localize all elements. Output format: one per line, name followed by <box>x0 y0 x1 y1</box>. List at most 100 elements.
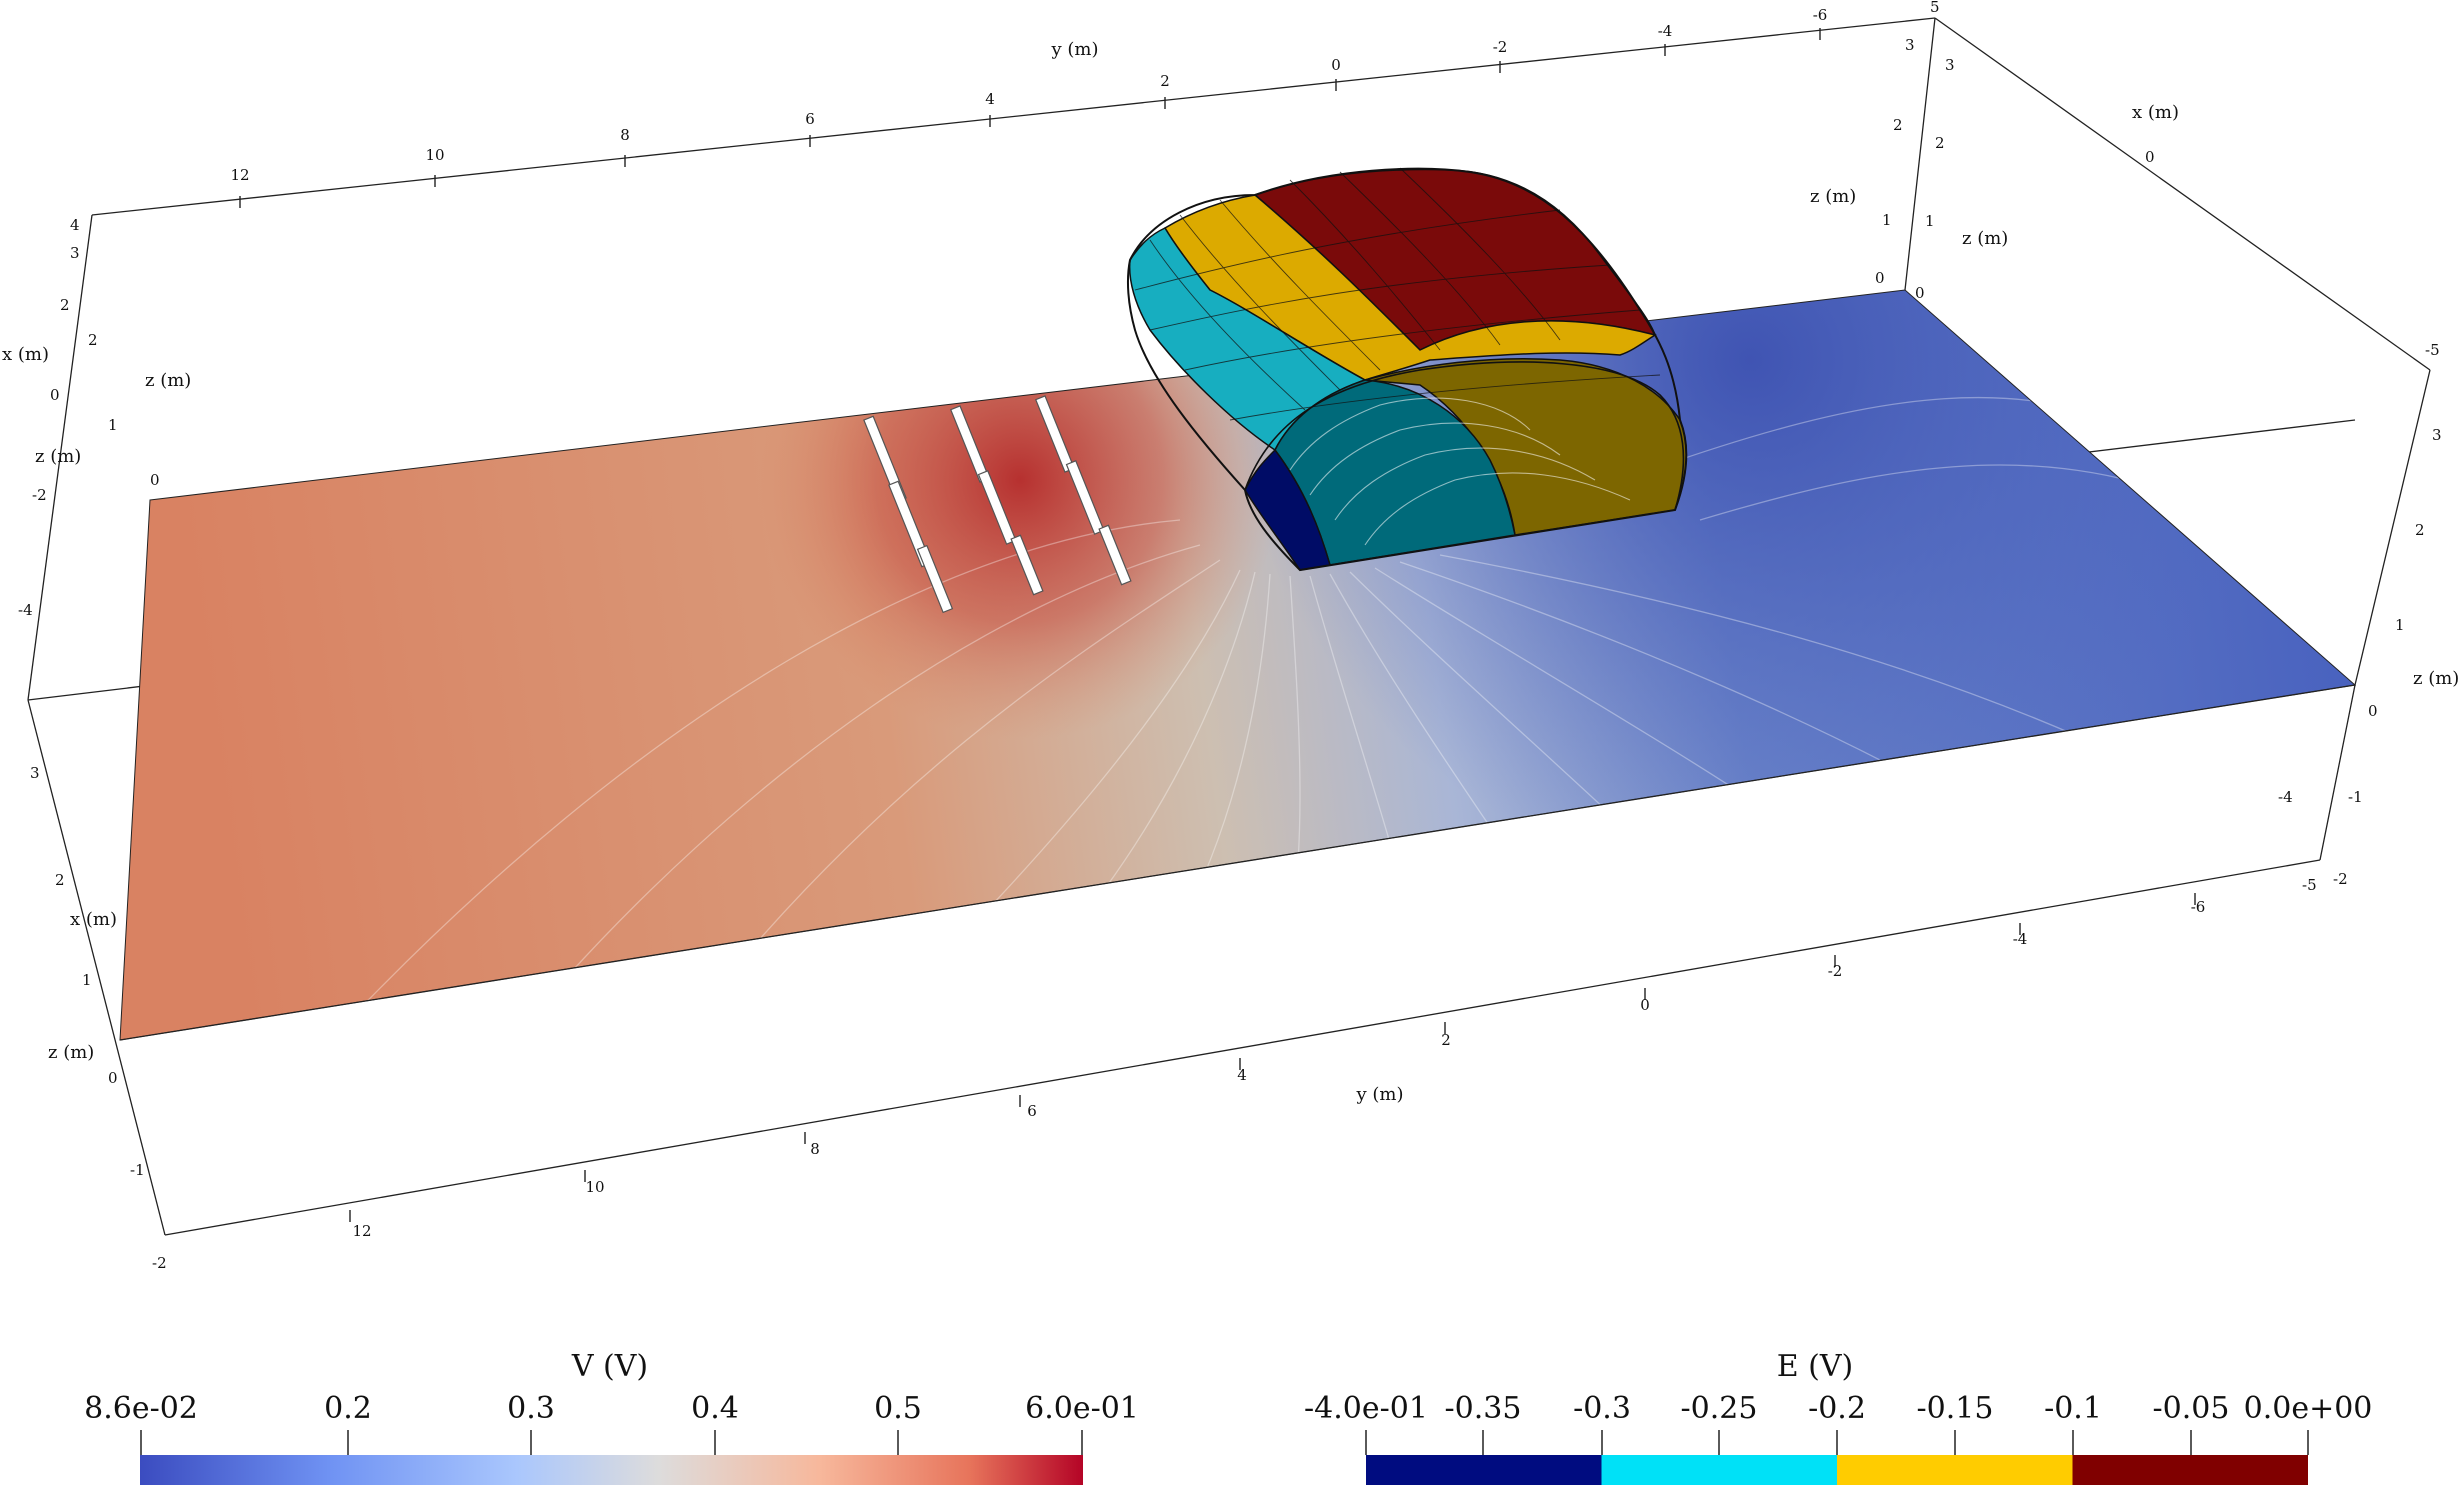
right-axis-labels: 5 3 2 1 0 3 2 1 0 0 -5 3 2 1 0 -4 -1 -2 … <box>1875 0 2442 894</box>
left-z-tick-2: 2 <box>88 331 98 349</box>
right-inner-z-tick-1: 1 <box>1925 212 1935 230</box>
left-z-axis-title-front: z (m) <box>48 1042 94 1063</box>
left-z-tick-4: 4 <box>70 216 80 234</box>
left-x-tick-3: -4 <box>18 601 33 619</box>
colorbar-e-tick-0: -4.0e-01 <box>1304 1391 1428 1426</box>
right-z-axis-title-front: z (m) <box>2413 668 2459 689</box>
left-x-axis-title: x (m) <box>2 344 49 365</box>
left-front-tick-0: 3 <box>30 764 40 782</box>
front-y-axis-title: y (m) <box>1355 1084 1403 1105</box>
left-z-tick-1: 1 <box>108 416 118 434</box>
right-bottom-tick-2: -5 <box>2302 876 2317 894</box>
colorbar-v-tick-1: 0.2 <box>324 1391 372 1426</box>
right-axis-titles: x (m) z (m) z (m) z (m) <box>1810 102 2459 689</box>
front-y-tick-9: -6 <box>2191 898 2206 916</box>
back-y-tick-4: 4 <box>985 90 995 108</box>
left-x-tick-2: -2 <box>32 486 47 504</box>
front-y-tick-2: 8 <box>810 1140 820 1158</box>
electrode-3c <box>1098 524 1132 586</box>
front-y-tick-0: 12 <box>352 1222 371 1240</box>
colorbar-v-tick-labels: 8.6e-02 0.2 0.3 0.4 0.5 6.0e-01 <box>84 1391 1139 1426</box>
colorbar-v-tick-5: 6.0e-01 <box>1025 1391 1139 1426</box>
right-x-tick-0: 0 <box>2145 148 2155 166</box>
left-x-tick-1: 0 <box>50 386 60 404</box>
front-y-tick-5: 2 <box>1441 1031 1451 1049</box>
tunnel-front-contours <box>1289 397 1631 546</box>
left-z-axis-title-upper: z (m) <box>145 370 191 391</box>
right-z-axis-title-back: z (m) <box>1810 186 1856 207</box>
left-front-tick-2: 1 <box>82 971 92 989</box>
colorbar-v-tick-3: 0.4 <box>691 1391 739 1426</box>
colorbar-e-tick-5: -0.15 <box>1917 1391 1994 1426</box>
back-y-tick-9: -6 <box>1813 6 1828 24</box>
back-y-tick-3: 6 <box>805 110 815 128</box>
colorbar-e-ticks <box>1365 1430 2309 1455</box>
right-front-z-tick-1: 1 <box>2395 616 2405 634</box>
left-front-tick-3: 0 <box>108 1069 118 1087</box>
colorbar-v: V (V) 8.6e-02 0.2 0.3 0.4 0.5 6.0e-01 <box>84 1349 1139 1485</box>
colorbar-e-tick-labels: -4.0e-01 -0.35 -0.3 -0.25 -0.2 -0.15 -0.… <box>1304 1391 2372 1426</box>
right-inner-z-tick-0: 0 <box>1915 284 1925 302</box>
front-y-tick-3: 6 <box>1027 1102 1037 1120</box>
back-y-tick-2: 8 <box>620 126 630 144</box>
back-y-tick-5: 2 <box>1160 72 1170 90</box>
electrode-2b <box>977 470 1017 545</box>
front-y-tick-7: -2 <box>1828 962 1843 980</box>
left-x-tick-0: 2 <box>60 296 70 314</box>
bounding-box-front <box>27 684 2356 1236</box>
colorbar-e-bands <box>1366 1455 2308 1485</box>
colorbar-e-tick-1: -0.35 <box>1445 1391 1522 1426</box>
colorbar-v-tick-2: 0.3 <box>507 1391 555 1426</box>
colorbar-e-band-2 <box>1837 1455 2073 1485</box>
right-front-z-tick-3: 3 <box>2432 426 2442 444</box>
left-z-axis-title-mid: z (m) <box>35 446 81 467</box>
colorbar-e-tick-8: 0.0e+00 <box>2244 1391 2373 1426</box>
right-back-z-tick-3: 3 <box>1905 36 1915 54</box>
tick-marks <box>239 28 2196 1222</box>
colorbar-e-tick-4: -0.2 <box>1808 1391 1866 1426</box>
right-inner-z-tick-3: 3 <box>1945 56 1955 74</box>
colorbar-v-bar <box>140 1455 1083 1485</box>
left-front-tick-4: -1 <box>130 1161 145 1179</box>
electrode-1c <box>916 544 954 614</box>
tunnel-mesh <box>1134 167 1661 421</box>
left-front-tick-5: -2 <box>152 1254 167 1272</box>
colorbar-e-band-3 <box>2072 1455 2308 1485</box>
tunnel-surface <box>1126 167 1688 572</box>
potential-plane <box>119 289 2357 1041</box>
back-y-tick-1: 10 <box>425 146 444 164</box>
front-y-tick-6: 0 <box>1640 996 1650 1014</box>
back-y-tick-8: -4 <box>1658 22 1673 40</box>
electrodes <box>863 395 1132 614</box>
colorbar-e-tick-7: -0.05 <box>2153 1391 2230 1426</box>
right-back-z-tick-2: 2 <box>1893 116 1903 134</box>
colorbar-e-band-0 <box>1366 1455 1602 1485</box>
right-x-tick-1: -4 <box>2278 788 2293 806</box>
back-y-tick-6: 0 <box>1331 56 1341 74</box>
electrode-3b <box>1065 460 1105 535</box>
back-y-tick-0: 12 <box>230 166 249 184</box>
left-x-axis-title-front: x (m) <box>70 909 117 930</box>
left-front-tick-1: 2 <box>55 871 65 889</box>
right-inner-z-tick-2: 2 <box>1935 134 1945 152</box>
colorbar-e-tick-6: -0.1 <box>2044 1391 2102 1426</box>
left-z-tick-0: 0 <box>150 471 160 489</box>
left-z-tick-3: 3 <box>70 244 80 262</box>
right-x-tick-2: -5 <box>2425 341 2440 359</box>
back-y-axis-title: y (m) <box>1050 39 1098 60</box>
front-y-tick-1: 10 <box>585 1178 604 1196</box>
colorbar-v-tick-4: 0.5 <box>874 1391 922 1426</box>
right-front-z-tick-0: 0 <box>2368 702 2378 720</box>
front-y-tick-labels: 12 10 8 6 4 2 0 -2 -4 -6 <box>352 898 2205 1240</box>
colorbar-e: E (V) -4.0e-01 -0.35 -0.3 -0.25 -0.2 -0.… <box>1304 1349 2372 1485</box>
right-bottom-tick-0: -1 <box>2348 788 2363 806</box>
colorbar-e-band-1 <box>1601 1455 1837 1485</box>
colorbar-e-title: E (V) <box>1777 1349 1854 1384</box>
right-z-axis-title-inner: z (m) <box>1962 228 2008 249</box>
electrode-2c <box>1010 534 1044 596</box>
back-y-tick-labels: 12 10 8 6 4 2 0 -2 -4 -6 <box>230 6 1827 184</box>
left-axis-labels: 4 3 2 1 0 2 0 -2 -4 3 2 1 0 -1 -2 <box>18 216 167 1272</box>
colorbar-v-ticks <box>140 1430 1083 1455</box>
back-y-tick-7: -2 <box>1493 38 1508 56</box>
